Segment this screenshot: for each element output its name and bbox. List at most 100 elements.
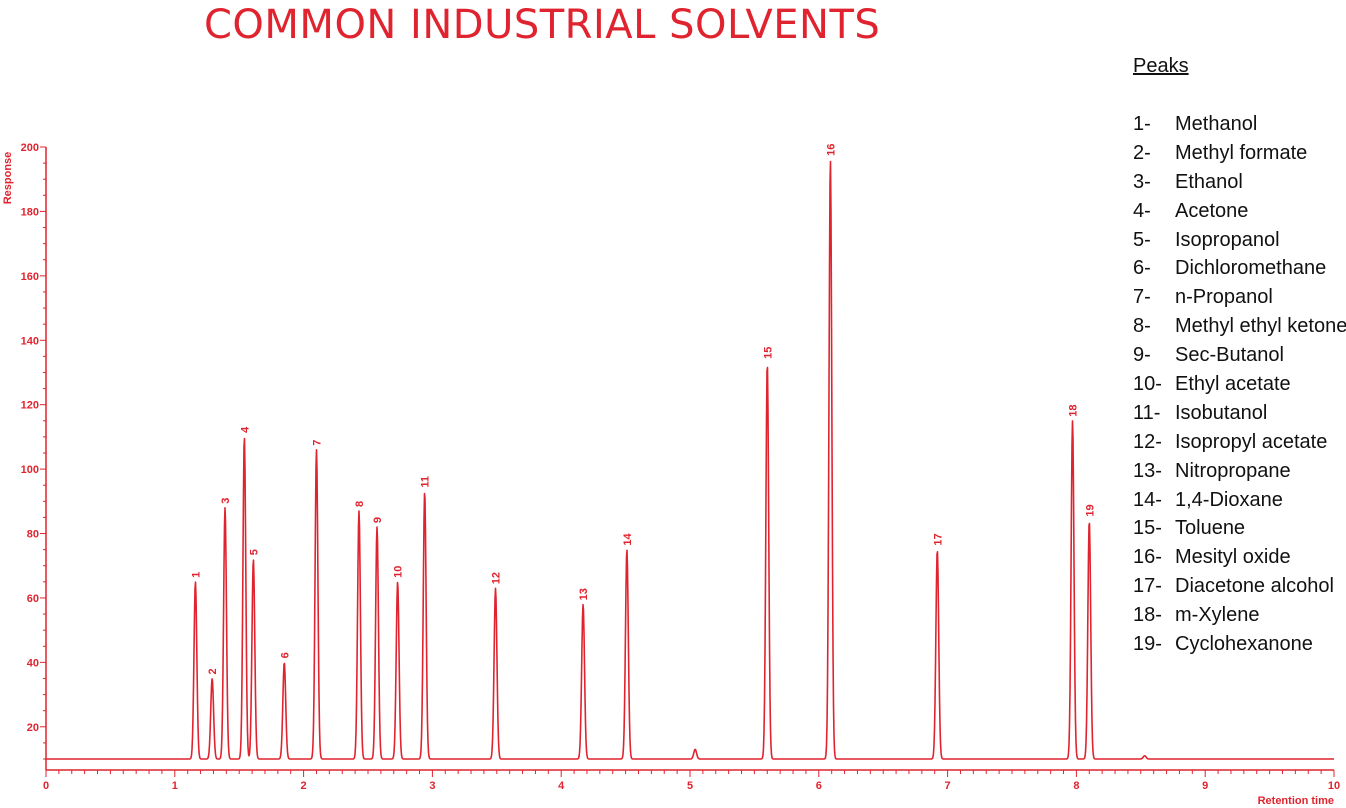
legend-item-number: 6- — [1133, 257, 1151, 280]
legend-item-name: Mesityl oxide — [1175, 546, 1291, 569]
legend-item-number: 15- — [1133, 517, 1162, 540]
y-axis-label: Response — [2, 152, 14, 205]
legend-item-name: Methyl formate — [1175, 141, 1308, 164]
legend-item-name: Methanol — [1175, 113, 1258, 135]
legend-item: 5- Isopropanol — [1133, 226, 1346, 255]
legend-item: 4- Acetone — [1133, 197, 1346, 226]
peak-label: 13 — [578, 588, 590, 600]
x-tick-label: 6 — [816, 780, 822, 792]
legend-item-name: Toluene — [1175, 517, 1246, 540]
legend-item-name: n-Propanol — [1175, 286, 1273, 309]
y-tick-label: 160 — [21, 271, 39, 283]
peak-label: 7 — [311, 440, 323, 446]
peaks-legend: Peaks 1- Methanol 2- Methyl formate 3- Ethano… — [1133, 52, 1346, 659]
peak-label: 2 — [207, 668, 219, 674]
y-tick-label: 40 — [27, 657, 39, 669]
chromatogram-trace — [45, 160, 1335, 760]
legend-item: 15- Toluene — [1133, 514, 1346, 543]
x-tick-label: 9 — [1202, 780, 1208, 792]
legend-item-number: 16- — [1133, 546, 1162, 569]
chromatogram-line — [45, 160, 1335, 760]
legend-item-number: 7- — [1133, 286, 1151, 309]
chart-title: COMMON INDUSTRIAL SOLVENTS — [204, 2, 881, 48]
x-tick-label: 4 — [558, 780, 565, 792]
y-tick-label: 80 — [27, 529, 39, 541]
peak-label: 9 — [372, 517, 384, 523]
x-tick-label: 8 — [1073, 780, 1079, 792]
y-tick-label: 20 — [27, 722, 39, 734]
legend-item: 12- Isopropyl acetate — [1133, 428, 1346, 457]
legend-item-name: Diacetone alcohol — [1175, 575, 1334, 598]
legend-item: 14- 1,4-Dioxane — [1133, 486, 1346, 515]
y-tick-label: 60 — [27, 593, 39, 605]
legend-item-name: Dichloromethane — [1175, 257, 1327, 280]
legend-item-number: 17- — [1133, 575, 1162, 598]
legend-item: 6- Dichloromethane — [1133, 254, 1346, 283]
x-tick-label: 2 — [301, 780, 307, 792]
legend-item-name: Acetone — [1175, 199, 1249, 222]
legend-list: 1- Methanol 2- Methyl formate 3- Ethanol 4- Ace… — [1133, 110, 1346, 659]
y-tick-label: 120 — [21, 400, 39, 412]
legend-item-name: 1,4-Dioxane — [1175, 488, 1283, 511]
legend-item-number: 8- — [1133, 315, 1151, 338]
legend-item-number: 1- — [1133, 113, 1151, 135]
legend-item: 8- Methyl ethyl ketone — [1133, 312, 1346, 341]
legend-item-name: Nitropropane — [1175, 459, 1291, 482]
peak-label: 8 — [354, 501, 366, 507]
peak-label: 11 — [420, 476, 432, 488]
peak-label: 15 — [762, 347, 774, 359]
peak-label: 4 — [239, 426, 251, 433]
peak-label: 5 — [248, 549, 260, 555]
legend-item-number: 2- — [1133, 141, 1151, 164]
peak-label: 16 — [825, 144, 837, 156]
peak-label: 3 — [220, 498, 232, 504]
peak-label: 1 — [190, 572, 202, 578]
legend-item: 3- Ethanol — [1133, 168, 1346, 197]
x-axis-label: Retention time — [1258, 795, 1334, 807]
peak-label: 10 — [393, 566, 405, 578]
x-tick-label: 7 — [945, 780, 951, 792]
legend-item-name: Methyl ethyl ketone — [1175, 315, 1346, 338]
legend-item: 16- Mesityl oxide — [1133, 543, 1346, 572]
legend-item-name: Ethyl acetate — [1175, 373, 1291, 396]
legend-item-number: 11- — [1133, 401, 1161, 424]
x-tick-label: 3 — [429, 780, 435, 792]
x-tick-label: 10 — [1328, 780, 1340, 792]
legend-item: 17- Diacetone alcohol — [1133, 572, 1346, 601]
y-tick-label: 140 — [21, 335, 39, 347]
legend-item: 9- Sec-Butanol — [1133, 341, 1346, 370]
legend-item: 7- n-Propanol — [1133, 283, 1346, 312]
legend-item-name: Isopropyl acetate — [1175, 430, 1328, 453]
legend-item-number: 19- — [1133, 633, 1162, 656]
legend-item-number: 18- — [1133, 604, 1162, 627]
legend-title: Peaks — [1133, 55, 1189, 77]
legend-item-number: 13- — [1133, 459, 1162, 482]
x-tick-label: 5 — [687, 780, 693, 792]
y-tick-label: 180 — [21, 206, 39, 218]
x-tick-label: 1 — [172, 780, 178, 792]
peak-label: 18 — [1068, 405, 1080, 417]
legend-item: 13- Nitropropane — [1133, 457, 1346, 486]
legend-item-number: 3- — [1133, 170, 1151, 193]
legend-item: 11- Isobutanol — [1133, 399, 1346, 428]
legend-item-name: Sec-Butanol — [1175, 344, 1284, 367]
legend-item: 18- m-Xylene — [1133, 601, 1346, 630]
peak-label: 6 — [279, 652, 291, 658]
x-tick-label: 0 — [43, 780, 49, 792]
legend-item-name: Isobutanol — [1175, 401, 1268, 424]
legend-item-name: Isopropanol — [1175, 228, 1280, 251]
y-tick-label: 100 — [21, 464, 39, 476]
legend-item: 2- Methyl formate — [1133, 139, 1346, 168]
peak-label: 14 — [622, 533, 634, 546]
y-tick-label: 200 — [21, 142, 39, 154]
peak-label: 17 — [932, 533, 944, 545]
legend-item-number: 5- — [1133, 228, 1151, 251]
legend-item-number: 10- — [1133, 373, 1162, 396]
legend-item-name: Cyclohexanone — [1175, 633, 1313, 656]
legend-item-number: 4- — [1133, 199, 1151, 222]
peak-label: 12 — [491, 572, 503, 584]
legend-item-number: 14- — [1133, 488, 1162, 511]
